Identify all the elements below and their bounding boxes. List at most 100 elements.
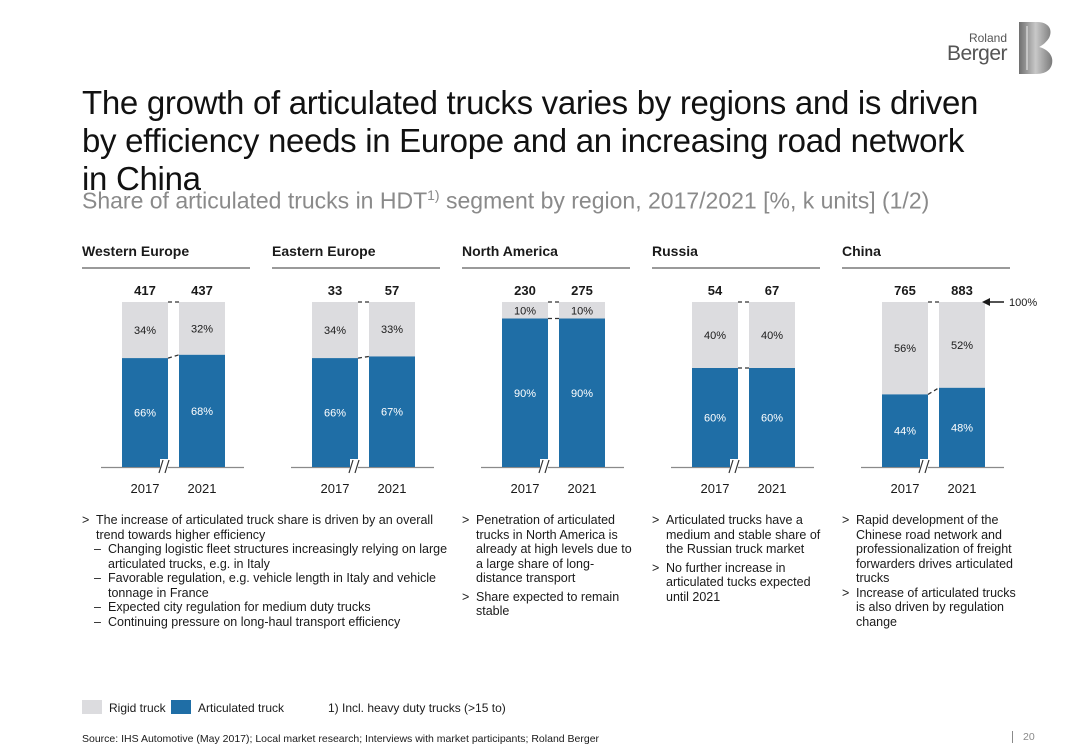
data-label-rigid: 10% <box>571 305 593 317</box>
axis-break-mark <box>544 459 550 474</box>
page-number: 20 <box>1012 731 1035 743</box>
bar-rigid-2017 <box>312 302 358 359</box>
notes-north-america: > Penetration of articulated trucks in No… <box>462 513 637 623</box>
note-sub-bullet: – Favorable regulation, e.g. vehicle leng… <box>82 571 452 600</box>
total-label: 33 <box>328 283 342 298</box>
total-label: 765 <box>894 283 916 298</box>
note-bullet: > Penetration of articulated trucks in No… <box>462 513 637 586</box>
bar-rigid-2017 <box>502 302 548 319</box>
note-sub-text: Expected city regulation for medium duty… <box>108 600 371 614</box>
x-tick-label: 2017 <box>321 481 350 496</box>
bar-articulated-2021 <box>749 368 795 467</box>
data-label-rigid: 52% <box>951 340 973 352</box>
total-label: 57 <box>385 283 399 298</box>
note-bullet: > Share expected to remain stable <box>462 590 637 619</box>
bar-articulated-2017 <box>692 368 738 467</box>
subtitle-rest: segment by region, 2017/2021 [%, k units… <box>439 187 930 214</box>
bullet-marker: > <box>462 513 470 527</box>
axis-break-mark <box>538 459 544 474</box>
bar-articulated-2021 <box>179 354 225 467</box>
data-label-articulated: 90% <box>571 388 593 400</box>
note-text: Articulated trucks have a medium and sta… <box>666 513 821 556</box>
note-text: Share expected to remain stable <box>476 589 620 619</box>
bar-rigid-2021 <box>369 302 415 357</box>
region-header-russia: Russia <box>652 243 820 269</box>
data-label-rigid: 56% <box>894 343 916 355</box>
notes-china: > Rapid development of the Chinese road n… <box>842 513 1022 629</box>
region-header-china: China <box>842 243 1010 269</box>
total-label: 437 <box>191 283 213 298</box>
data-label-articulated: 48% <box>951 422 973 434</box>
bullet-marker: > <box>652 513 660 527</box>
total-label: 417 <box>134 283 156 298</box>
note-sub-text: Changing logistic fleet structures incre… <box>108 542 448 571</box>
logo-berger-text: Berger <box>946 42 1008 65</box>
legend-articulated-label: Articulated truck <box>198 701 285 715</box>
data-label-articulated: 60% <box>761 413 783 425</box>
data-label-articulated: 44% <box>894 426 916 438</box>
slide-title: The growth of articulated trucks varies … <box>82 84 979 197</box>
bar-rigid-2017 <box>692 302 738 368</box>
bar-articulated-2017 <box>312 358 358 467</box>
total-label: 67 <box>765 283 779 298</box>
connector-split <box>927 387 940 395</box>
data-label-rigid: 40% <box>704 330 726 342</box>
note-bullet: > No further increase in articulated tuck… <box>652 561 832 605</box>
total-label: 230 <box>514 283 536 298</box>
data-label-rigid: 10% <box>514 305 536 317</box>
dash-marker: – <box>94 571 101 585</box>
axis-break-gap <box>160 459 168 473</box>
subtitle-footnote-ref: 1) <box>427 187 440 203</box>
bar-articulated-2021 <box>559 318 605 467</box>
axis-break-mark <box>348 459 354 474</box>
note-sub-bullet: – Continuing pressure on long-haul transp… <box>82 615 452 630</box>
note-text: The increase of articulated truck share … <box>96 513 433 542</box>
region-header-eastern-europe: Eastern Europe <box>272 243 440 269</box>
note-text: No further increase in articulated tucks… <box>666 560 811 604</box>
note-bullet: > The increase of articulated truck share… <box>82 513 452 542</box>
axis-break-mark <box>164 459 170 474</box>
roland-berger-logo: Roland Berger <box>945 22 1055 74</box>
note-bullet: > Increase of articulated trucks is also … <box>842 586 1022 630</box>
axis-break-gap <box>350 459 358 473</box>
axis-break-gap <box>540 459 548 473</box>
subtitle-text: Share of articulated trucks in HDT <box>82 187 428 214</box>
dash-marker: – <box>94 600 101 614</box>
bar-rigid-2021 <box>179 302 225 355</box>
legend-articulated-swatch <box>171 700 191 714</box>
bullet-marker: > <box>462 589 470 604</box>
x-tick-label: 2017 <box>131 481 160 496</box>
bar-rigid-2021 <box>749 302 795 368</box>
logo-b-mark-icon <box>1019 22 1053 74</box>
data-label-rigid: 34% <box>324 325 346 337</box>
note-text: Rapid development of the Chinese road ne… <box>856 513 1014 585</box>
connector-split <box>167 354 180 359</box>
hundred-pct-arrow-head <box>982 298 990 306</box>
bar-articulated-2021 <box>939 387 985 467</box>
hundred-pct-label: 100% <box>1009 297 1037 309</box>
note-text: Increase of articulated trucks is also d… <box>856 585 1016 629</box>
bar-articulated-2021 <box>369 356 415 467</box>
axis-break-mark <box>728 459 734 474</box>
data-label-articulated: 66% <box>324 408 346 420</box>
note-text: Penetration of articulated trucks in Nor… <box>476 513 632 585</box>
bar-rigid-2017 <box>122 302 168 359</box>
notes-western-eastern-europe: > The increase of articulated truck share… <box>82 513 452 629</box>
data-label-rigid: 40% <box>761 330 783 342</box>
logo-roland-text: Roland <box>968 31 1007 45</box>
data-label-rigid: 33% <box>381 324 403 336</box>
source-note: Source: IHS Automotive (May 2017); Local… <box>82 733 600 745</box>
connector-split <box>357 355 370 359</box>
axis-break-gap <box>920 459 928 473</box>
axis-break-mark <box>918 459 924 474</box>
legend-rigid-swatch <box>82 700 102 714</box>
x-tick-label: 2021 <box>758 481 787 496</box>
axis-break-mark <box>924 459 930 474</box>
bar-articulated-2017 <box>502 318 548 467</box>
axis-break-mark <box>158 459 164 474</box>
bullet-marker: > <box>842 585 850 600</box>
data-label-articulated: 67% <box>381 407 403 419</box>
bar-articulated-2017 <box>122 358 168 467</box>
x-tick-label: 2021 <box>568 481 597 496</box>
x-tick-label: 2017 <box>511 481 540 496</box>
